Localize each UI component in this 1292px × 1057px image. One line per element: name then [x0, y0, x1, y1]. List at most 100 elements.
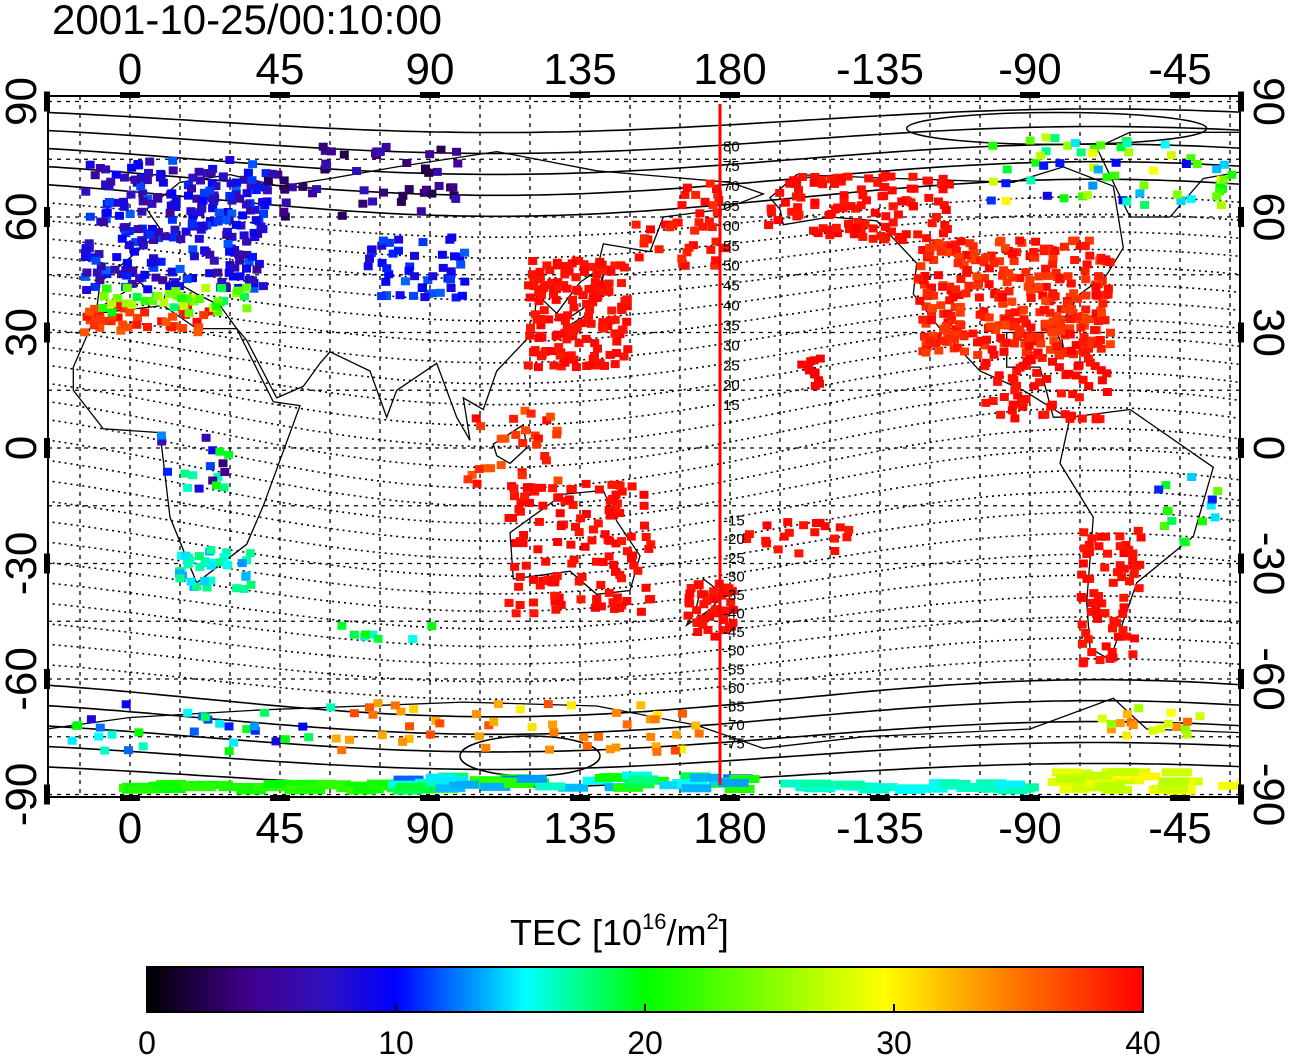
- tec-cell-northamerica: [1063, 299, 1073, 308]
- tec-cell-mediterranean: [127, 300, 137, 309]
- tec-cell-eastasia: [618, 325, 627, 334]
- tec-cell-northamerica: [924, 250, 934, 259]
- tec-cell-eastasia: [595, 287, 605, 296]
- tec-cell-northamerica: [951, 247, 961, 255]
- lon-tick-top: [719, 92, 740, 98]
- tec-cell-europe: [98, 218, 108, 227]
- tec-cell-eastasia: [584, 312, 593, 321]
- tec-cell-europe: [208, 164, 218, 173]
- tec-cell-southamerica: [1128, 650, 1138, 659]
- tec-cell-northamerica: [1039, 244, 1049, 253]
- tec-cell-alaska: [839, 197, 849, 206]
- tec-cell-europe: [209, 256, 219, 265]
- tec-cell-alaska: [810, 198, 820, 207]
- tec-cell-australia: [515, 601, 525, 609]
- lon-label-bottom: 135: [543, 804, 616, 853]
- tec-cell-mediterranean: [182, 294, 192, 303]
- tec-cell-alaska: [813, 229, 823, 238]
- tec-cell-antarcticcoastw: [107, 730, 117, 739]
- tec-cell-europe: [242, 250, 252, 259]
- tec-cell-centralasia: [384, 238, 394, 247]
- tec-cell-antarcticring: [426, 730, 435, 739]
- tec-cell-europe: [126, 190, 136, 199]
- tec-cell-europe: [188, 211, 198, 220]
- tec-cell-centralamerica: [994, 371, 1004, 380]
- magnetic-latitude-contour: [48, 389, 1240, 469]
- tec-cell-northamerica: [921, 302, 931, 311]
- tec-cell-australia: [510, 562, 520, 571]
- tec-cell-antarcticcoastw: [72, 721, 82, 730]
- magnetic-latitude-label: 20: [723, 377, 740, 394]
- tec-cell-africaequator: [180, 469, 190, 478]
- tec-cell-northamerica: [1096, 344, 1106, 353]
- tec-cell-northamerica: [938, 282, 948, 291]
- tec-cell-canadaarctic: [1102, 173, 1112, 182]
- tec-cell-centralasia: [410, 251, 419, 260]
- tec-cell-europe: [111, 170, 121, 179]
- tec-cell-mediterranean: [107, 299, 117, 308]
- tec-cell-europe: [198, 196, 208, 205]
- tec-cell-northamerica: [918, 315, 928, 324]
- tec-cell-mediterranean: [184, 309, 194, 318]
- tec-cell-europe: [182, 275, 192, 284]
- tec-cell-europe: [188, 245, 198, 254]
- tec-cell-australia: [529, 598, 538, 607]
- tec-cell-northamerica: [987, 345, 997, 354]
- tec-cell-alaska: [833, 203, 843, 212]
- tec-cell-northamerica: [925, 243, 935, 252]
- tec-cell-australia: [636, 607, 646, 616]
- tec-cell-northamerica: [984, 264, 994, 273]
- tec-cell-europe: [91, 256, 101, 265]
- tec-cell-northamerica: [1026, 323, 1036, 332]
- tec-cell-eastasia: [584, 285, 594, 293]
- tec-cell-northamerica: [1034, 272, 1044, 281]
- tec-cell-mediterranean: [159, 298, 169, 307]
- tec-cell-canadaarctic: [1041, 133, 1051, 142]
- lon-tick-top: [269, 92, 290, 98]
- tec-cell-eastasia: [571, 273, 581, 282]
- tec-cell-europe: [171, 196, 181, 205]
- tec-cell-antarcticring: [404, 734, 414, 743]
- tec-cell-australia: [576, 595, 586, 604]
- magnetic-latitude-label: -45: [723, 624, 745, 641]
- tec-cell-eastasia: [534, 297, 544, 306]
- tec-cell-southernocean: [408, 635, 418, 644]
- tec-cell-hawaii: [804, 366, 814, 375]
- tec-cell-poleband2: [414, 778, 445, 787]
- tec-cell-europe: [119, 197, 128, 206]
- tec-cell-northamerica: [984, 280, 994, 289]
- tec-cell-europe: [133, 160, 143, 168]
- tec-cell-poleband2: [481, 778, 511, 787]
- tec-cell-europe: [248, 252, 257, 261]
- tec-cell-southamerica: [1078, 659, 1088, 668]
- tec-cell-africaequator: [205, 462, 215, 471]
- magnetic-latitude-contour: [48, 616, 1240, 665]
- tec-cell-mediterranean: [242, 304, 252, 313]
- tec-cell-europe: [94, 250, 104, 258]
- tec-cell-canadaarctic: [1063, 141, 1073, 150]
- tec-cell-southpacific: [830, 547, 840, 555]
- tec-cell-southamerica: [1077, 639, 1087, 648]
- tec-cell-europe: [158, 276, 168, 285]
- tec-cell-southamerica: [1130, 634, 1139, 643]
- tec-cell-mediterranean: [169, 303, 179, 312]
- tec-cell-alaska: [764, 221, 774, 230]
- tec-cell-newzealand: [705, 612, 715, 621]
- magnetic-latitude-contour: [48, 720, 1240, 753]
- tec-cell-northamerica: [1047, 327, 1057, 336]
- tec-cell-kamchatka: [668, 220, 678, 229]
- tec-cell-antarcticring: [650, 715, 660, 724]
- tec-cell-australia: [617, 574, 626, 583]
- tec-cell-centralasia: [404, 266, 414, 275]
- tec-cell-eastasia: [536, 321, 546, 330]
- tec-cell-centralamerica: [1021, 395, 1031, 403]
- tec-cell-russia: [312, 185, 322, 194]
- tec-cell-alaska: [833, 229, 843, 238]
- tec-cell-centralamerica: [1010, 386, 1020, 395]
- tec-cell-europe: [188, 173, 198, 182]
- tec-cell-southamerica: [1091, 607, 1101, 615]
- lat-label-right: 0: [1244, 436, 1292, 460]
- tec-cell-eastasia: [545, 266, 555, 275]
- tec-cell-brazil: [1197, 517, 1207, 526]
